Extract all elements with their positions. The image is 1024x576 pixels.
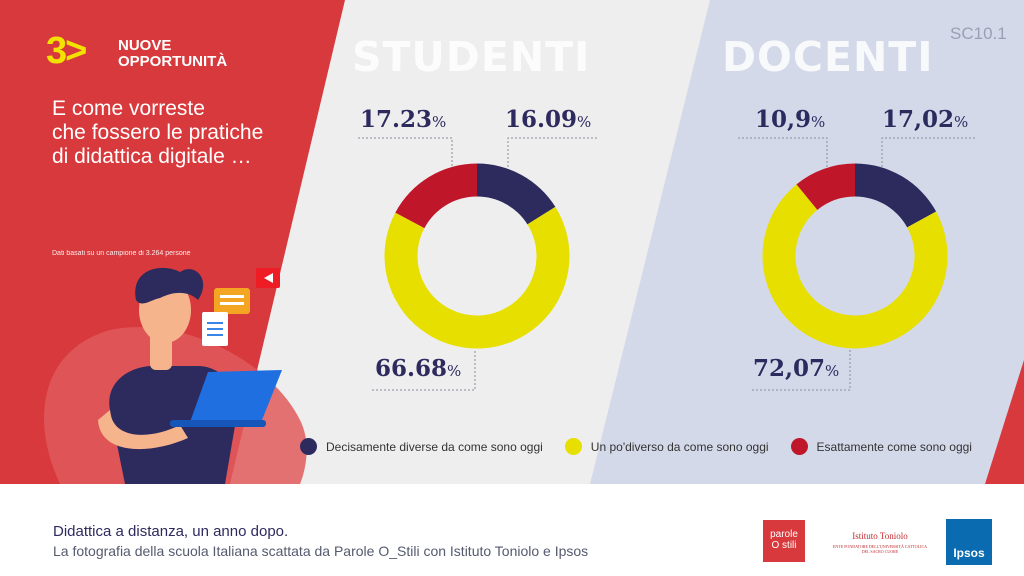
leader-studenti-16: [507, 137, 597, 168]
leader-studenti-66: [372, 350, 476, 391]
studenti-title: STUDENTI: [352, 33, 591, 81]
corner-accent: [985, 360, 1024, 484]
logo-line2: OPPORTUNITÀ: [118, 53, 228, 70]
percent-sign: %: [811, 113, 826, 131]
legend-item-decisamente: Decisamente diverse da come sono oggi: [300, 438, 543, 455]
value-studenti-unpo: 66.68: [375, 355, 448, 382]
chart-legend: Decisamente diverse da come sono oggi Un…: [300, 438, 994, 455]
percent-sign: %: [825, 362, 840, 380]
logo-number: 3>: [46, 30, 87, 72]
legend-item-unpo: Un po'diverso da come sono oggi: [564, 438, 769, 455]
studenti-slice-unpo: [384, 206, 570, 349]
illustration-person: [44, 267, 307, 484]
label-studenti-decisamente: 16.09%: [505, 106, 591, 133]
docenti-slice-esattamente: [796, 163, 855, 210]
legend-label-unpo: Un po'diverso da come sono oggi: [590, 439, 769, 454]
leader-studenti-17: [358, 137, 453, 168]
value-docenti-esattamente: 10,9: [755, 106, 812, 133]
legend-label-decisamente: Decisamente diverse da come sono oggi: [326, 439, 543, 454]
percent-sign: %: [577, 113, 592, 131]
value-docenti-unpo: 72,07: [753, 355, 826, 382]
legend-dot-yellow: [564, 438, 582, 455]
question-text: E come vorreste che fossero le pratiche …: [52, 97, 312, 169]
studenti-slice-esattamente: [395, 163, 477, 229]
value-docenti-decisamente: 17,02: [882, 106, 955, 133]
docenti-slice-unpo: [762, 184, 948, 349]
label-docenti-unpo: 72,07%: [753, 355, 839, 382]
studenti-donut: [384, 163, 570, 349]
istituto-toniolo-logo: Istituto Toniolo: [852, 531, 908, 541]
percent-sign: %: [432, 113, 447, 131]
docenti-title: DOCENTI: [722, 33, 934, 81]
footer: Didattica a distanza, un anno dopo. La f…: [0, 484, 1024, 576]
parole-logo-line1: parole: [770, 529, 798, 540]
slide-code: SC10.1: [950, 24, 1007, 43]
leader-docenti-17: [881, 137, 975, 168]
parole-logo-line2: O stili: [771, 540, 797, 551]
legend-item-esattamente: Esattamente come sono oggi: [790, 438, 972, 455]
label-docenti-decisamente: 17,02%: [882, 106, 968, 133]
value-studenti-esattamente: 17.23: [360, 106, 433, 133]
ipsos-logo: Ipsos: [946, 519, 992, 565]
docenti-slice-decisamente: [855, 163, 937, 228]
leader-lines: [358, 137, 975, 391]
studenti-slice-decisamente: [477, 163, 556, 225]
istituto-toniolo-subtitle: ENTE FONDATORE DELL'UNIVERSITÀ CATTOLICA…: [832, 544, 927, 554]
logo-text: NUOVE OPPORTUNITÀ: [118, 38, 298, 70]
label-docenti-esattamente: 10,9%: [755, 106, 825, 133]
footer-title: Didattica a distanza, un anno dopo.: [53, 523, 289, 540]
parole-ostili-logo: parole O stili: [763, 520, 805, 562]
footer-subtitle: La fotografia della scuola Italiana scat…: [53, 543, 589, 559]
question-line2: che fossero le pratiche: [52, 121, 264, 144]
percent-sign: %: [447, 362, 462, 380]
label-studenti-unpo: 66.68%: [375, 355, 461, 382]
sample-note: Dati basati su un campione di 3.264 pers…: [52, 250, 191, 257]
background: [0, 0, 1024, 484]
leader-docenti-72: [752, 350, 851, 391]
question-line3: di didattica digitale …: [52, 145, 252, 168]
legend-dot-navy: [300, 438, 317, 455]
leader-docenti-10: [738, 137, 828, 168]
value-studenti-decisamente: 16.09: [505, 106, 578, 133]
legend-label-esattamente: Esattamente come sono oggi: [816, 439, 972, 454]
percent-sign: %: [954, 113, 969, 131]
logo-line1: NUOVE: [118, 37, 172, 54]
question-line1: E come vorreste: [52, 97, 205, 120]
docenti-donut: [762, 163, 948, 349]
label-studenti-esattamente: 17.23%: [360, 106, 446, 133]
legend-dot-crimson: [790, 438, 808, 455]
docenti-panel: [590, 0, 1024, 484]
